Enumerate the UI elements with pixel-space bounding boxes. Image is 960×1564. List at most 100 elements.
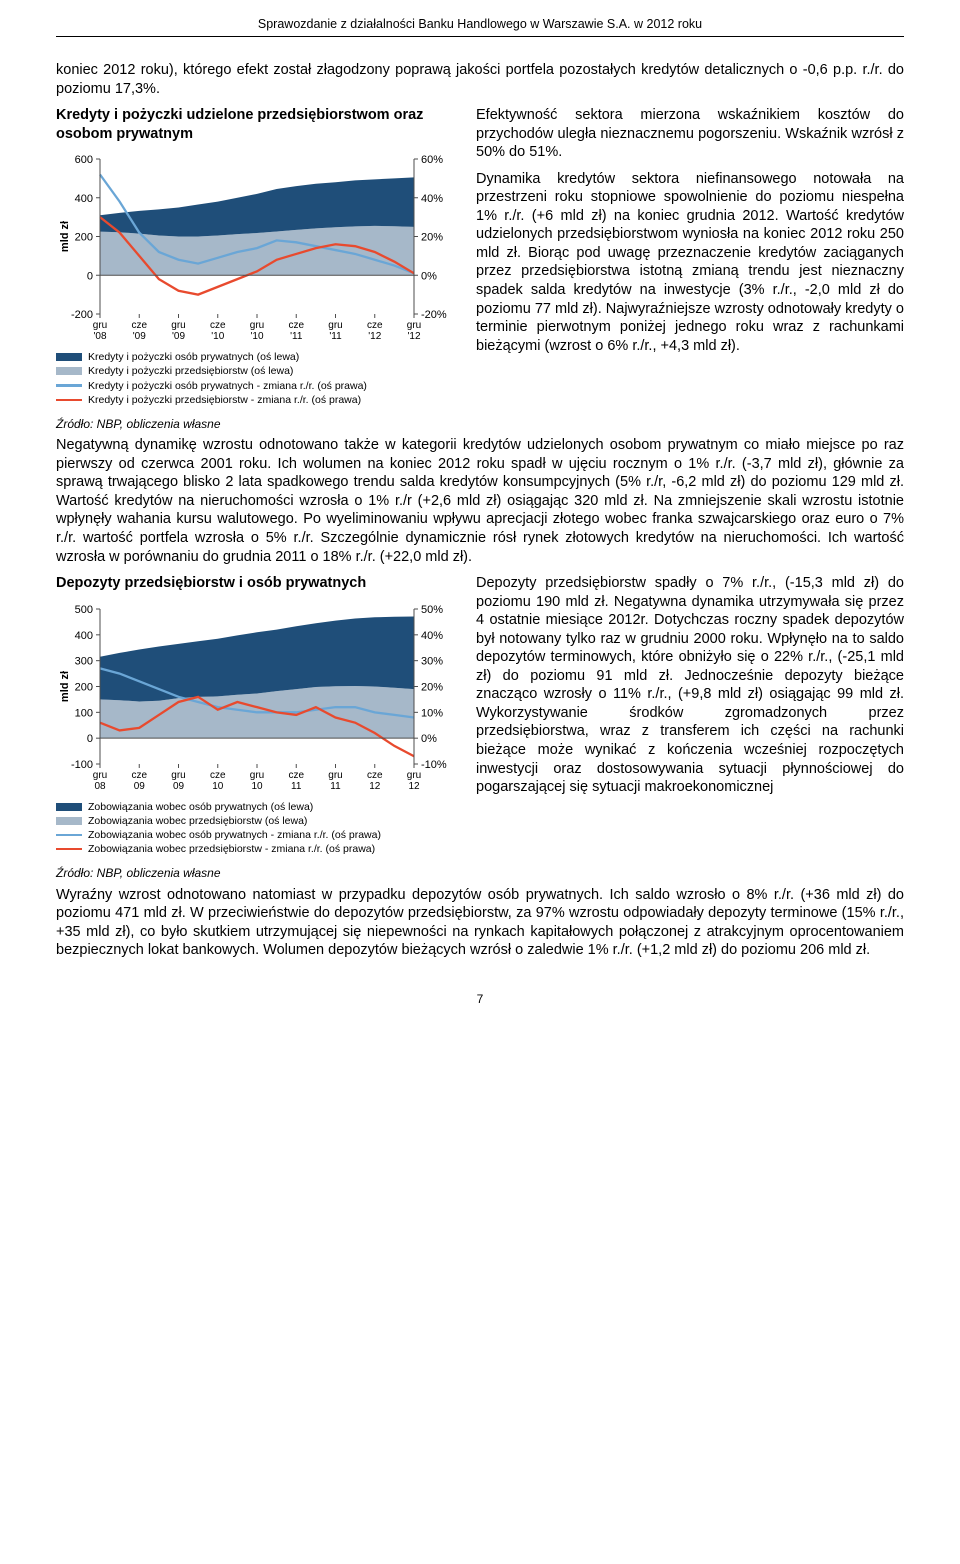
svg-text:40%: 40%	[421, 193, 443, 205]
svg-text:11: 11	[291, 781, 302, 792]
svg-text:0%: 0%	[421, 733, 437, 745]
svg-text:200: 200	[75, 232, 93, 244]
svg-text:'10: '10	[211, 331, 224, 342]
svg-text:600: 600	[75, 154, 93, 166]
legend-item: Kredyty i pożyczki przedsiębiorstw - zmi…	[56, 393, 456, 407]
svg-text:400: 400	[75, 629, 93, 641]
legend-label: Kredyty i pożyczki przedsiębiorstw - zmi…	[88, 393, 361, 407]
chart1-source: Źródło: NBP, obliczenia własne	[56, 417, 456, 432]
svg-text:10%: 10%	[421, 707, 443, 719]
legend-label: Kredyty i pożyczki przedsiębiorstw (oś l…	[88, 364, 293, 378]
svg-text:gru: gru	[328, 770, 342, 781]
chart2-title: Depozyty przedsiębiorstw i osób prywatny…	[56, 574, 456, 593]
right2-text: Depozyty przedsiębiorstw spadły o 7% r./…	[476, 574, 904, 805]
chart1: 6004002000-20060%40%20%0%-20%gru'08cze'0…	[56, 153, 456, 407]
legend-item: Zobowiązania wobec przedsiębiorstw (oś l…	[56, 814, 456, 828]
svg-text:'09: '09	[133, 331, 146, 342]
right1-text: Efektywność sektora mierzona wskaźnikiem…	[476, 106, 904, 363]
legend-label: Zobowiązania wobec przedsiębiorstw - zmi…	[88, 842, 375, 856]
chart2-legend: Zobowiązania wobec osób prywatnych (oś l…	[56, 800, 456, 857]
legend-label: Zobowiązania wobec przedsiębiorstw (oś l…	[88, 814, 307, 828]
svg-text:'11: '11	[329, 331, 342, 342]
svg-text:mld zł: mld zł	[59, 221, 71, 252]
svg-text:cze: cze	[288, 320, 304, 331]
svg-text:400: 400	[75, 193, 93, 205]
svg-text:50%: 50%	[421, 604, 443, 616]
chart2: 5004003002001000-10050%40%30%20%10%0%-10…	[56, 603, 456, 857]
svg-text:'09: '09	[172, 331, 185, 342]
svg-text:60%: 60%	[421, 154, 443, 166]
svg-text:'11: '11	[290, 331, 303, 342]
svg-text:gru: gru	[407, 320, 421, 331]
svg-text:'12: '12	[368, 331, 381, 342]
page-header: Sprawozdanie z działalności Banku Handlo…	[56, 16, 904, 37]
chart2-svg: 5004003002001000-10050%40%30%20%10%0%-10…	[56, 603, 456, 798]
svg-text:'10: '10	[250, 331, 263, 342]
legend-label: Zobowiązania wobec osób prywatnych (oś l…	[88, 800, 313, 814]
svg-text:09: 09	[173, 781, 185, 792]
svg-text:40%: 40%	[421, 629, 443, 641]
legend-item: Zobowiązania wobec osób prywatnych (oś l…	[56, 800, 456, 814]
legend-item: Kredyty i pożyczki osób prywatnych (oś l…	[56, 350, 456, 364]
svg-text:500: 500	[75, 604, 93, 616]
svg-text:cze: cze	[288, 770, 304, 781]
legend-label: Kredyty i pożyczki osób prywatnych - zmi…	[88, 379, 367, 393]
bottom-paragraph: Wyraźny wzrost odnotowano natomiast w pr…	[56, 886, 904, 960]
svg-text:-10%: -10%	[421, 759, 447, 771]
svg-text:cze: cze	[131, 770, 147, 781]
legend-swatch	[56, 848, 82, 851]
chart2-column: Depozyty przedsiębiorstw i osób prywatny…	[56, 574, 456, 882]
svg-text:'08: '08	[93, 331, 106, 342]
svg-text:gru: gru	[93, 320, 107, 331]
svg-text:cze: cze	[367, 320, 383, 331]
svg-text:0%: 0%	[421, 270, 437, 282]
svg-text:300: 300	[75, 655, 93, 667]
mid-paragraph: Negatywną dynamikę wzrostu odnotowano ta…	[56, 436, 904, 566]
svg-text:10: 10	[251, 781, 263, 792]
svg-text:gru: gru	[407, 770, 421, 781]
svg-text:mld zł: mld zł	[59, 671, 71, 702]
chart1-title: Kredyty i pożyczki udzielone przedsiębio…	[56, 106, 456, 143]
legend-item: Zobowiązania wobec przedsiębiorstw - zmi…	[56, 842, 456, 856]
svg-text:gru: gru	[171, 770, 185, 781]
legend-swatch	[56, 399, 82, 402]
svg-text:200: 200	[75, 681, 93, 693]
right1-p1: Efektywność sektora mierzona wskaźnikiem…	[476, 106, 904, 162]
right1-p2: Dynamika kredytów sektora niefinansowego…	[476, 170, 904, 355]
page-number: 7	[56, 992, 904, 1007]
svg-text:cze: cze	[131, 320, 147, 331]
svg-text:10: 10	[212, 781, 224, 792]
svg-text:gru: gru	[171, 320, 185, 331]
legend-label: Kredyty i pożyczki osób prywatnych (oś l…	[88, 350, 299, 364]
svg-text:0: 0	[87, 270, 93, 282]
legend-swatch	[56, 803, 82, 811]
legend-swatch	[56, 367, 82, 375]
svg-text:cze: cze	[210, 320, 226, 331]
legend-label: Zobowiązania wobec osób prywatnych - zmi…	[88, 828, 381, 842]
legend-swatch	[56, 353, 82, 361]
chart1-svg: 6004002000-20060%40%20%0%-20%gru'08cze'0…	[56, 153, 456, 348]
right2-p1: Depozyty przedsiębiorstw spadły o 7% r./…	[476, 574, 904, 797]
legend-swatch	[56, 817, 82, 825]
svg-text:12: 12	[408, 781, 420, 792]
svg-text:cze: cze	[210, 770, 226, 781]
svg-text:-20%: -20%	[421, 309, 447, 321]
svg-text:'12: '12	[407, 331, 420, 342]
svg-text:gru: gru	[250, 770, 264, 781]
legend-item: Kredyty i pożyczki osób prywatnych - zmi…	[56, 379, 456, 393]
svg-text:-100: -100	[71, 759, 93, 771]
svg-text:20%: 20%	[421, 681, 443, 693]
svg-text:20%: 20%	[421, 232, 443, 244]
svg-text:12: 12	[369, 781, 381, 792]
legend-swatch	[56, 384, 82, 387]
svg-text:-200: -200	[71, 309, 93, 321]
svg-text:gru: gru	[328, 320, 342, 331]
legend-swatch	[56, 834, 82, 837]
intro-paragraph: koniec 2012 roku), którego efekt został …	[56, 61, 904, 98]
svg-text:100: 100	[75, 707, 93, 719]
section-chart1: Kredyty i pożyczki udzielone przedsiębio…	[56, 106, 904, 432]
svg-text:09: 09	[134, 781, 146, 792]
svg-text:08: 08	[94, 781, 106, 792]
legend-item: Zobowiązania wobec osób prywatnych - zmi…	[56, 828, 456, 842]
chart1-column: Kredyty i pożyczki udzielone przedsiębio…	[56, 106, 456, 432]
